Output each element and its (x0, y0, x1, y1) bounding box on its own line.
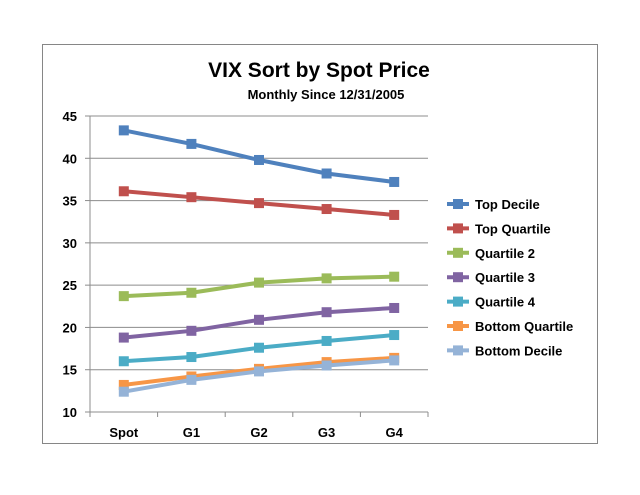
legend-marker (453, 345, 463, 356)
data-point (254, 277, 264, 288)
x-tick-label: G3 (318, 425, 335, 440)
data-point (254, 342, 264, 353)
legend-marker (453, 321, 463, 331)
legend-item: Top Decile (447, 197, 540, 212)
chart-title: VIX Sort by Spot Price (208, 59, 430, 82)
data-point (321, 307, 332, 318)
legend-marker (453, 199, 463, 209)
y-tick-label: 25 (63, 278, 77, 293)
data-point (389, 355, 400, 366)
data-point (321, 204, 332, 215)
data-point (254, 198, 264, 209)
series-0 (118, 125, 400, 187)
y-tick-label: 40 (63, 151, 77, 166)
data-point (118, 332, 129, 343)
data-point (389, 302, 400, 313)
data-point (321, 168, 332, 179)
data-point (321, 360, 332, 371)
y-tick-label: 35 (63, 194, 77, 209)
legend-label: Quartile 3 (475, 270, 535, 285)
series-2 (118, 271, 400, 302)
legend-label: Bottom Decile (475, 343, 562, 358)
legend-marker (453, 272, 463, 283)
y-tick-label: 30 (63, 236, 77, 251)
legend-label: Quartile 4 (475, 295, 536, 310)
legend-label: Quartile 2 (475, 246, 535, 261)
data-point (118, 386, 129, 397)
data-point (186, 192, 197, 203)
chart-frame (42, 44, 598, 444)
y-tick-label: 20 (63, 320, 77, 335)
series-1 (118, 186, 400, 220)
legend-item: Quartile 3 (447, 270, 535, 285)
legend-marker (453, 223, 463, 234)
legend-label: Top Decile (475, 197, 540, 212)
legend-label: Bottom Quartile (475, 319, 573, 334)
data-point (321, 335, 332, 346)
x-tick-label: G1 (183, 425, 200, 440)
legend-item: Quartile 2 (447, 246, 535, 261)
data-point (118, 125, 129, 136)
legend-item: Top Quartile (447, 221, 551, 236)
data-point (118, 291, 129, 302)
data-point (186, 352, 197, 363)
x-tick-label: G4 (386, 425, 404, 440)
x-tick-label: G2 (250, 425, 267, 440)
data-point (186, 325, 197, 336)
y-tick-label: 45 (63, 109, 77, 124)
legend-item: Bottom Quartile (447, 319, 573, 334)
data-point (389, 209, 400, 220)
chart-subtitle: Monthly Since 12/31/2005 (248, 87, 405, 102)
legend: Top Decile Top Quartile Quartile 2 Quartile… (447, 197, 573, 358)
legend-marker (453, 247, 463, 258)
data-point (389, 176, 400, 187)
data-point (186, 138, 197, 149)
series-6 (118, 355, 400, 397)
data-point (321, 273, 332, 284)
data-point (186, 287, 197, 298)
axes: 10 15 20 25 30 35 40 45 Spot G1 G2 G3 G4 (63, 109, 429, 440)
series-group (118, 125, 400, 397)
series-4 (118, 330, 400, 367)
y-tick-label: 15 (63, 363, 77, 378)
data-point (389, 271, 400, 282)
legend-item: Quartile 4 (447, 295, 536, 310)
data-point (254, 314, 264, 325)
data-point (254, 366, 264, 377)
x-tick-label: Spot (109, 425, 139, 440)
data-point (118, 186, 129, 197)
series-3 (118, 302, 400, 343)
data-point (186, 374, 197, 385)
data-point (389, 330, 400, 341)
data-point (254, 154, 264, 165)
legend-marker (453, 296, 463, 307)
y-tick-label: 10 (63, 405, 77, 420)
legend-item: Bottom Decile (447, 343, 562, 358)
data-point (118, 356, 129, 367)
legend-label: Top Quartile (475, 221, 551, 236)
data-point (118, 379, 129, 390)
